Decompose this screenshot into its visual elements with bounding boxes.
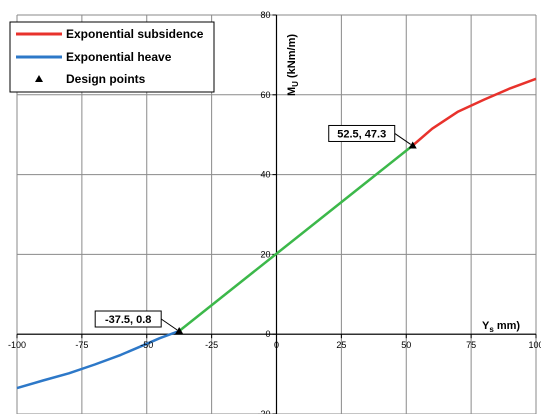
legend-label-heave: Exponential heave: [66, 50, 172, 64]
legend: Exponential subsidence Exponential heave…: [9, 21, 215, 93]
x-axis-title: Ys mm): [482, 320, 520, 334]
design-point-label: -37.5, 0.8: [105, 314, 151, 326]
y-tick-label: 0: [265, 329, 270, 339]
design-point-marker: [175, 327, 184, 335]
series-line-heave: [16, 329, 180, 390]
y-tick-label: 60: [260, 90, 270, 100]
series-lines: [16, 77, 537, 390]
x-tick-label: 25: [336, 340, 346, 350]
callout-box: [94, 310, 162, 328]
y-tick-label: 80: [260, 10, 270, 20]
design-point-markers: [175, 141, 417, 335]
x-tick-label: -25: [205, 340, 218, 350]
y-axis-title-main: M: [286, 87, 298, 96]
y-axis-title-rest: (kNm/m): [286, 34, 298, 81]
y-tick-label: 20: [260, 249, 270, 259]
callout-leader: [160, 318, 178, 331]
callout-leader: [394, 133, 412, 145]
y-tick-label: 40: [260, 170, 270, 180]
design-point-callouts: -37.5, 0.8 52.5, 47.3: [94, 124, 412, 331]
x-axis-title-main: Y: [482, 320, 490, 332]
x-tick-label: 50: [401, 340, 411, 350]
y-axis-title-sub: U: [291, 81, 300, 87]
legend-label-subsidence: Exponential subsidence: [66, 27, 204, 41]
x-tick-label: 75: [466, 340, 476, 350]
design-point-marker: [408, 141, 417, 149]
callout-box: [328, 124, 396, 142]
x-tick-label: -100: [8, 340, 26, 350]
legend-label-design-points: Design points: [66, 72, 146, 86]
x-tick-label: -75: [75, 340, 88, 350]
x-tick-label: 0: [274, 340, 279, 350]
y-tick-label: -20: [257, 409, 270, 414]
series-line-subsidence: [411, 77, 537, 147]
design-point-label: 52.5, 47.3: [337, 128, 386, 140]
y-axis-title: MU (kNm/m): [286, 34, 300, 96]
series-line-linear: [178, 144, 414, 332]
x-tick-label: -50: [140, 340, 153, 350]
x-axis-title-rest: mm): [494, 320, 521, 332]
x-axis-title-sub: s: [489, 325, 494, 334]
tick-labels: -100 -75 -50 -25 0 25 50 75 100 -20 0 20 40 60 80: [8, 10, 541, 414]
legend-marker-design-points: [35, 75, 43, 82]
x-tick-label: 100: [528, 340, 541, 350]
